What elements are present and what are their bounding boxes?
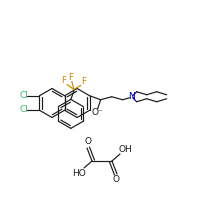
Text: N: N [128, 92, 135, 101]
Text: O: O [113, 176, 119, 184]
Text: F: F [68, 73, 73, 82]
Text: OH: OH [118, 144, 132, 153]
Text: Cl: Cl [19, 91, 28, 100]
Text: Cl: Cl [19, 105, 28, 114]
Text: O: O [84, 138, 92, 146]
Text: F: F [61, 76, 66, 85]
Text: F: F [81, 77, 86, 86]
Text: HO: HO [72, 169, 86, 178]
Text: O⁻: O⁻ [92, 108, 103, 117]
